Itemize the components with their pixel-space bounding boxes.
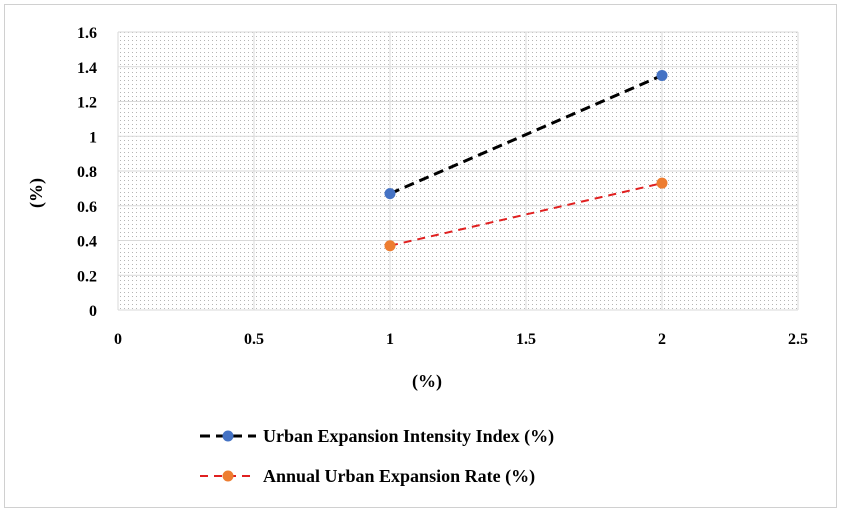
y-axis-title: (%) <box>26 178 47 208</box>
legend-entry-label: Annual Urban Expansion Rate (%) <box>263 466 535 487</box>
series-lines <box>389 74 663 247</box>
series-points <box>384 69 668 252</box>
data-point <box>384 240 396 252</box>
x-tick-label: 2.5 <box>788 331 808 348</box>
x-tick-label: 0 <box>114 331 122 348</box>
data-point <box>656 69 668 81</box>
gridlines <box>117 31 799 311</box>
x-tick-label: 2 <box>658 331 666 348</box>
x-axis-title: (%) <box>412 371 442 392</box>
data-point <box>656 177 668 189</box>
y-tick-label: 1.6 <box>77 25 97 42</box>
series-line <box>389 182 663 247</box>
legend-marker-swatch <box>222 430 234 442</box>
x-tick-label: 0.5 <box>244 331 264 348</box>
x-tick-label: 1 <box>386 331 394 348</box>
legend-entry-label: Urban Expansion Intensity Index (%) <box>263 426 554 447</box>
x-tick-label: 1.5 <box>516 331 536 348</box>
y-tick-label: 0.2 <box>77 268 97 285</box>
x-tick-labels: 0 0.5 1 1.5 2 2.5 <box>114 331 808 348</box>
legend-marker-swatch <box>222 470 234 482</box>
y-tick-label: 0 <box>89 303 97 320</box>
y-tick-labels: 0 0.2 0.4 0.6 0.8 1 1.2 1.4 1.6 <box>77 25 97 320</box>
y-tick-label: 1.2 <box>77 95 97 112</box>
y-tick-label: 0.4 <box>77 234 97 251</box>
data-point <box>384 188 396 200</box>
y-tick-label: 0.6 <box>77 199 97 216</box>
y-tick-label: 0.8 <box>77 164 97 181</box>
y-tick-label: 1.4 <box>77 60 97 77</box>
y-tick-label: 1 <box>89 129 97 146</box>
plot-area <box>117 31 799 311</box>
legend: Urban Expansion Intensity Index (%) Annua… <box>200 426 554 487</box>
series-line <box>389 74 663 195</box>
